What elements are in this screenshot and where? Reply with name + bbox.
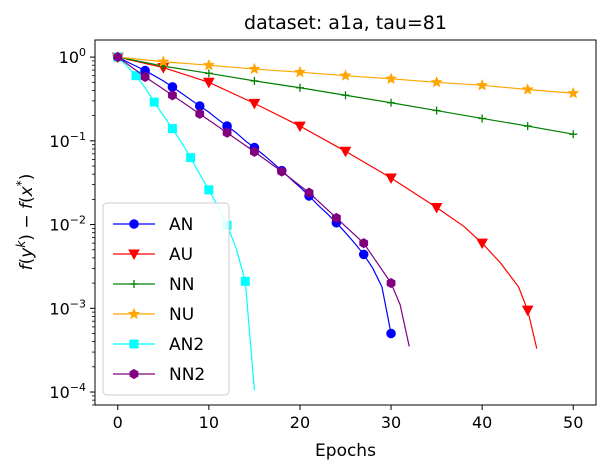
data-point-nu bbox=[567, 86, 580, 99]
data-point-nn2 bbox=[195, 108, 205, 119]
series-nu bbox=[111, 50, 580, 99]
data-point-nn2 bbox=[113, 52, 123, 63]
data-point-nn bbox=[341, 91, 350, 100]
data-point-nn bbox=[204, 69, 213, 78]
data-point-nn bbox=[569, 130, 578, 139]
x-tick-label: 30 bbox=[381, 413, 401, 432]
data-point-au bbox=[339, 146, 352, 158]
legend-label: AN bbox=[169, 215, 193, 235]
x-tick-label: 20 bbox=[290, 413, 310, 432]
y-tick-label: 100 bbox=[59, 46, 86, 67]
legend-item-nu: NU bbox=[113, 305, 194, 325]
data-point-au bbox=[385, 173, 397, 185]
legend-item-an2: AN2 bbox=[113, 335, 204, 355]
data-point-nu bbox=[430, 75, 443, 88]
data-point-nu bbox=[248, 62, 261, 75]
data-point-au bbox=[248, 98, 261, 110]
y-tick-label: 10−3 bbox=[49, 297, 86, 318]
legend-marker bbox=[129, 339, 139, 349]
data-point-nn bbox=[478, 114, 487, 123]
data-point-au bbox=[203, 77, 215, 89]
legend-marker bbox=[130, 280, 138, 288]
data-point-nn2 bbox=[386, 278, 396, 289]
legend-box bbox=[102, 202, 230, 396]
series-line-au bbox=[117, 56, 538, 349]
data-point-nn bbox=[523, 122, 532, 131]
y-tick-label: 10−2 bbox=[49, 214, 86, 235]
data-point-nn2 bbox=[304, 187, 314, 198]
chart-title: dataset: a1a, tau=81 bbox=[244, 12, 447, 34]
x-tick-label: 10 bbox=[199, 413, 219, 432]
series-line-an2 bbox=[117, 56, 256, 391]
legend-marker bbox=[129, 368, 139, 380]
data-point-nu bbox=[202, 58, 215, 71]
data-point-au bbox=[294, 121, 306, 133]
x-tick-label: 40 bbox=[472, 413, 492, 432]
data-point-nn bbox=[432, 106, 441, 115]
x-tick-label: 0 bbox=[113, 413, 123, 432]
legend-marker bbox=[127, 307, 141, 320]
legend: AN AU NN NU AN2 NN2 bbox=[102, 202, 230, 396]
data-point-nn bbox=[387, 98, 396, 107]
data-point-nn2 bbox=[277, 166, 287, 177]
data-point-an bbox=[167, 82, 178, 92]
y-axis: 10−4 10−3 10−2 10−1 100 bbox=[49, 46, 95, 406]
x-axis: 0 10 20 30 40 50 bbox=[113, 405, 583, 432]
data-point-an2 bbox=[131, 71, 141, 81]
legend-label: NU bbox=[169, 305, 194, 325]
y-axis-label: f(yk) − f(x*) bbox=[14, 174, 37, 271]
data-point-nn2 bbox=[331, 212, 341, 224]
legend-item-nn: NN bbox=[113, 275, 194, 295]
legend-item-an: AN bbox=[113, 215, 193, 235]
data-point-nu bbox=[339, 69, 352, 81]
y-tick-label: 10−4 bbox=[49, 381, 86, 402]
legend-marker bbox=[129, 219, 139, 229]
data-point-au bbox=[521, 305, 534, 317]
x-axis-label: Epochs bbox=[315, 441, 376, 461]
data-point-nu bbox=[521, 83, 534, 95]
data-point-an2 bbox=[204, 185, 214, 195]
data-point-an bbox=[358, 249, 369, 260]
data-point-an bbox=[386, 328, 396, 339]
x-tick-label: 50 bbox=[563, 413, 583, 432]
plot-frame bbox=[94, 39, 597, 406]
legend-label: NN2 bbox=[169, 365, 205, 385]
data-point-nn2 bbox=[140, 71, 150, 82]
data-point-nn bbox=[295, 83, 304, 92]
data-point-nu bbox=[157, 55, 170, 67]
data-point-nn2 bbox=[250, 146, 259, 157]
series-nn bbox=[113, 53, 578, 139]
data-point-nn bbox=[250, 76, 259, 85]
data-point-au bbox=[430, 202, 443, 214]
legend-label: NN bbox=[169, 275, 194, 295]
y-tick-label: 10−1 bbox=[49, 130, 86, 151]
data-point-nn2 bbox=[359, 238, 369, 249]
legend-label: AU bbox=[169, 245, 193, 265]
data-point-an2 bbox=[167, 124, 177, 134]
legend-marker bbox=[128, 249, 140, 261]
data-point-an2 bbox=[240, 276, 250, 286]
data-point-nn2 bbox=[222, 127, 232, 138]
data-point-nu bbox=[476, 78, 489, 91]
data-point-an2 bbox=[149, 97, 159, 107]
legend-label: AN2 bbox=[169, 335, 204, 355]
data-point-au bbox=[476, 238, 488, 250]
series-nn2 bbox=[113, 52, 410, 347]
data-point-an2 bbox=[186, 153, 196, 163]
data-point-nn2 bbox=[168, 90, 177, 101]
legend-item-au: AU bbox=[113, 245, 193, 265]
legend-item-nn2: NN2 bbox=[113, 365, 205, 385]
data-point-nu bbox=[293, 65, 306, 78]
data-point-nu bbox=[385, 72, 398, 84]
